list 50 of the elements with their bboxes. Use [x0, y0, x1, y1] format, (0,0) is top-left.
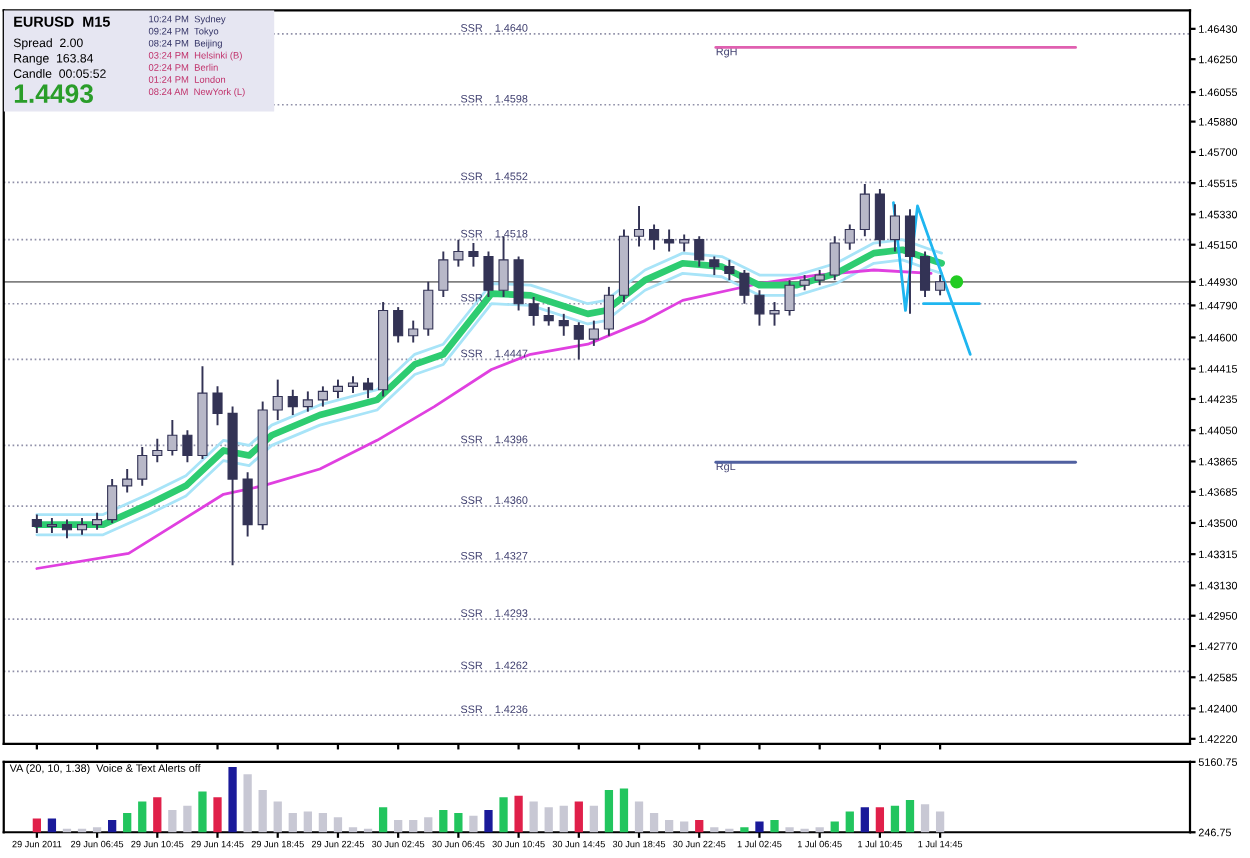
candlestick — [859, 183, 870, 238]
candlestick — [332, 378, 344, 400]
candlestick — [182, 429, 193, 464]
candlestick — [874, 188, 885, 248]
candlestick — [483, 250, 494, 298]
candlestick — [543, 306, 554, 327]
candlestick — [393, 306, 404, 344]
candlestick — [498, 235, 509, 298]
candlestick — [453, 238, 464, 268]
candlestick — [438, 250, 449, 298]
candlestick — [603, 285, 614, 337]
candlestick — [362, 376, 374, 400]
candlestick — [61, 518, 73, 540]
candlestick — [829, 235, 840, 282]
candlestick — [694, 235, 705, 268]
candlestick — [739, 269, 750, 305]
candlestick — [588, 319, 599, 347]
candlestick — [709, 255, 720, 277]
annotation: 1.4493 — [14, 84, 93, 104]
candlestick — [935, 274, 946, 297]
candlestick — [784, 279, 795, 317]
candlestick — [408, 319, 419, 344]
candlestick — [287, 388, 298, 417]
candlestick — [242, 471, 253, 538]
candlestick — [137, 446, 148, 487]
candlestick — [724, 258, 735, 282]
candlestick — [152, 437, 163, 464]
candlestick — [513, 255, 524, 312]
candlestick — [573, 321, 584, 361]
candlestick — [302, 390, 313, 413]
candlestick — [423, 280, 434, 337]
candlestick — [649, 223, 660, 251]
candlestick — [558, 312, 569, 337]
candlestick — [107, 478, 118, 524]
candlestick — [754, 289, 765, 327]
candlestick — [664, 228, 675, 253]
candlestick — [122, 468, 133, 494]
candlestick — [889, 203, 901, 253]
candlestick — [272, 378, 283, 422]
candlestick — [528, 296, 539, 327]
candlestick — [919, 250, 931, 298]
candlestick — [167, 419, 178, 457]
candlestick — [317, 385, 328, 408]
candlestick — [31, 513, 42, 535]
candlestick — [769, 301, 780, 327]
candlestick — [904, 208, 916, 315]
candlestick — [633, 204, 645, 248]
candlestick — [468, 242, 479, 268]
candlestick — [212, 385, 223, 427]
candlestick — [844, 223, 855, 251]
